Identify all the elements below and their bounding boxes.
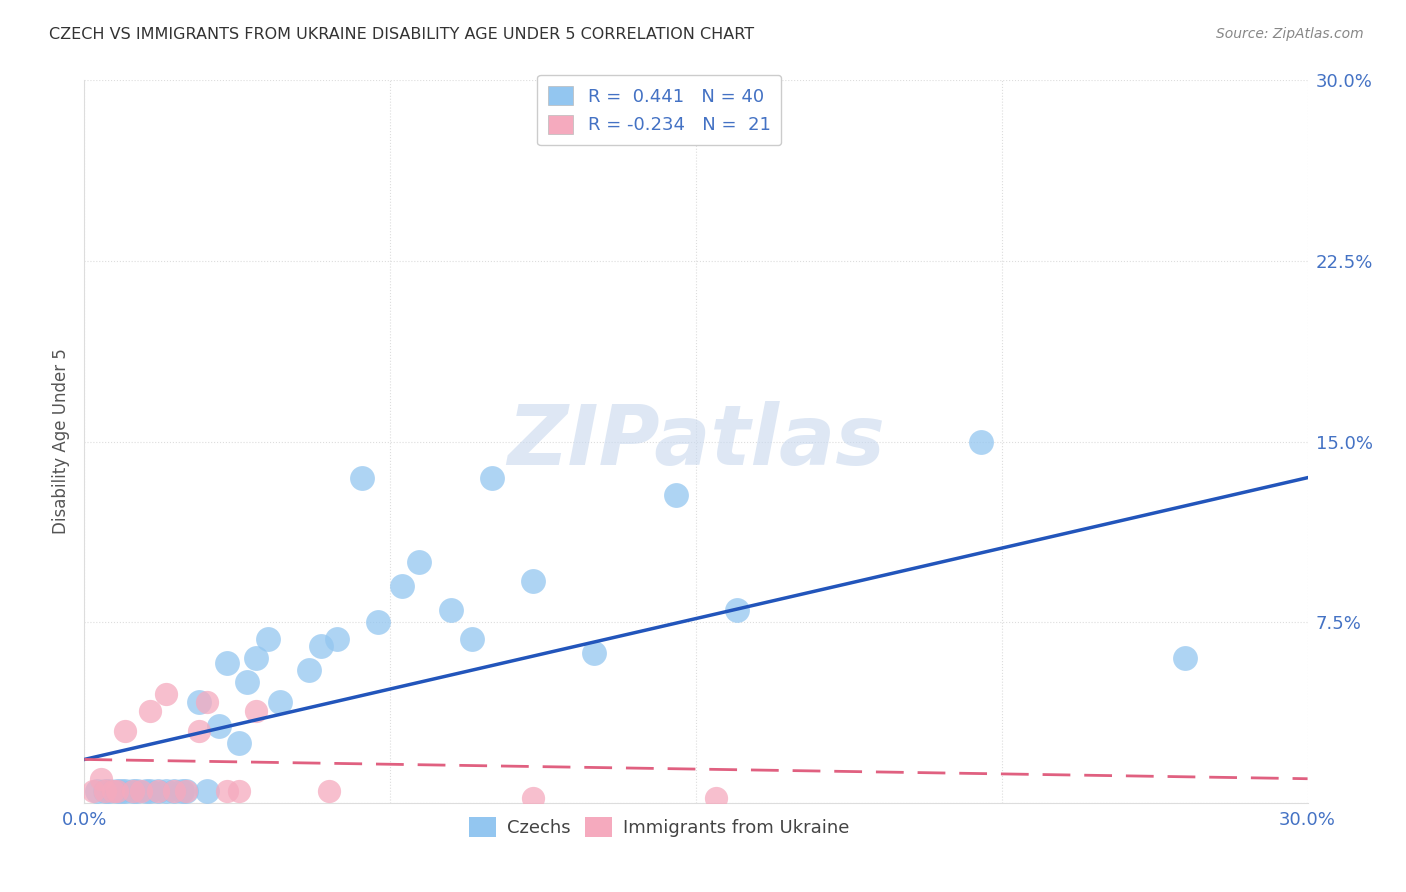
Point [127,784,149,798]
Point [93,784,115,798]
Point [1174,651,1197,665]
Point [146,784,169,798]
Point [82,784,104,798]
Point [326,632,349,646]
Legend: Czechs, Immigrants from Ukraine: Czechs, Immigrants from Ukraine [463,810,856,845]
Point [391,579,413,593]
Point [440,603,463,617]
Text: Source: ZipAtlas.com: Source: ZipAtlas.com [1216,27,1364,41]
Point [86,784,108,798]
Point [217,784,239,798]
Point [195,695,218,709]
Point [706,791,728,805]
Point [101,784,124,798]
Point [298,664,321,678]
Point [187,695,209,709]
Point [228,784,250,798]
Point [245,704,267,718]
Point [228,735,250,749]
Point [131,784,153,798]
Point [105,784,128,798]
Point [665,487,688,501]
Point [187,723,209,738]
Point [93,784,115,798]
Text: CZECH VS IMMIGRANTS FROM UKRAINE DISABILITY AGE UNDER 5 CORRELATION CHART: CZECH VS IMMIGRANTS FROM UKRAINE DISABIL… [49,27,755,42]
Point [408,555,430,569]
Point [367,615,389,630]
Point [110,784,132,798]
Point [236,675,259,690]
Point [163,784,186,798]
Point [146,784,169,798]
Point [481,470,503,484]
Text: ZIPatlas: ZIPatlas [508,401,884,482]
Point [163,784,186,798]
Point [257,632,280,646]
Point [172,784,194,798]
Point [970,434,993,449]
Point [461,632,484,646]
Point [135,784,157,798]
Point [122,784,145,798]
Point [105,784,128,798]
Point [245,651,267,665]
Point [350,470,373,484]
Point [155,784,177,798]
Point [97,784,120,798]
Point [114,784,136,798]
Point [269,695,291,709]
Point [90,772,112,786]
Point [138,784,160,798]
Point [318,784,340,798]
Point [174,784,197,798]
Point [114,723,136,738]
Point [522,574,544,589]
Point [122,784,145,798]
Point [217,656,239,670]
Point [195,784,218,798]
Point [208,719,231,733]
Y-axis label: Disability Age Under 5: Disability Age Under 5 [52,349,70,534]
Point [522,791,544,805]
Point [174,784,197,798]
Point [583,647,606,661]
Point [309,639,332,653]
Point [138,704,160,718]
Point [155,687,177,701]
Point [725,603,748,617]
